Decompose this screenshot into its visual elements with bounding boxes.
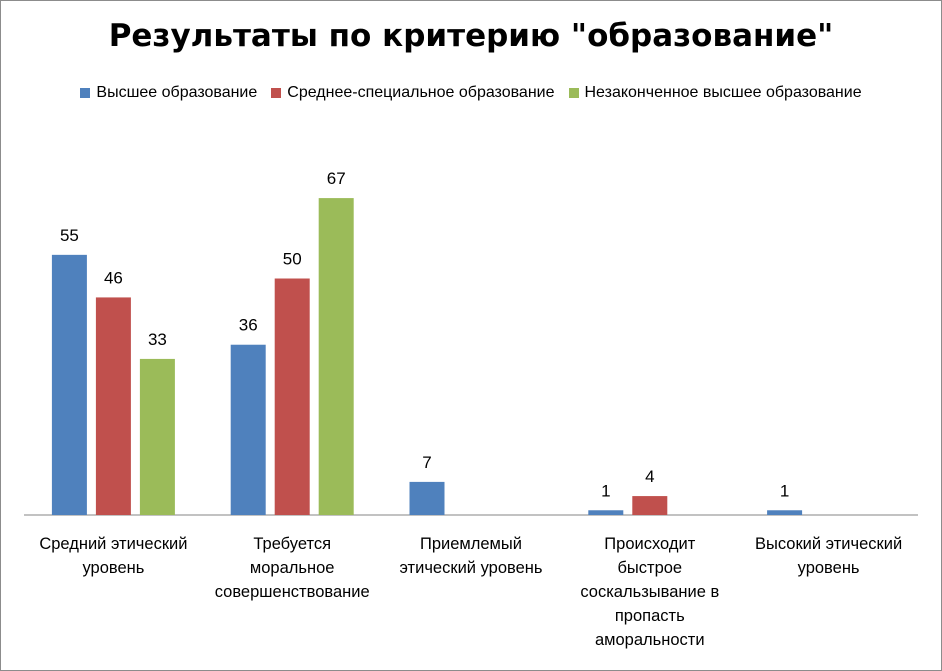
legend-item-2: Среднее-специальное образование: [271, 84, 555, 102]
data-label: 55: [60, 226, 79, 245]
bar-series-3-cat-1: [139, 358, 175, 515]
data-label: 36: [239, 316, 258, 335]
data-label: 67: [327, 169, 346, 188]
legend-item-1: Высшее образование: [80, 84, 257, 102]
chart-legend: Высшее образование Среднее-специальное об…: [0, 84, 942, 102]
category-label-line: уровень: [797, 559, 860, 577]
category-label-line: Происходит: [604, 535, 696, 553]
data-label: 7: [422, 453, 431, 472]
category-label-2: Требуется моральное совершенствование: [203, 532, 382, 604]
category-label-line: пропасть: [614, 607, 685, 625]
category-label-line: Средний этический: [39, 535, 188, 553]
chart-title: Результаты по критерию "образование": [108, 18, 834, 54]
legend-swatch: [80, 88, 91, 98]
data-label: 1: [780, 481, 789, 500]
category-label-5: Высокий этический уровень: [739, 532, 918, 580]
data-label: 33: [148, 330, 167, 349]
category-label-1: Средний этический уровень: [24, 532, 203, 580]
data-label: 46: [104, 268, 123, 287]
bar-series-3-cat-2: [318, 198, 354, 515]
bar-series-1-cat-2: [230, 344, 266, 515]
legend-label: Незаконченное высшее образование: [584, 84, 862, 101]
category-label-line: аморальности: [594, 631, 705, 649]
category-label-line: совершенствование: [214, 583, 370, 601]
data-label: 4: [645, 467, 654, 486]
bar-series-2-cat-2: [274, 278, 310, 515]
bar-series-1-cat-5: [767, 510, 803, 515]
category-label-line: моральное: [249, 559, 335, 577]
legend-label: Среднее-специальное образование: [287, 84, 555, 101]
bar-series-1-cat-3: [409, 481, 445, 515]
bar-series-1-cat-4: [588, 510, 624, 515]
category-label-line: уровень: [82, 559, 145, 577]
bar-series-2-cat-1: [95, 297, 131, 515]
category-label-line: быстрое: [617, 559, 683, 577]
category-label-4: Происходит быстрое соскальзывание в пропаст…: [560, 532, 739, 652]
legend-item-3: Незаконченное высшее образование: [568, 84, 862, 102]
legend-swatch: [271, 88, 282, 98]
bar-series-2-cat-4: [632, 496, 668, 515]
category-label-line: Приемлемый: [419, 535, 522, 553]
legend-label: Высшее образование: [96, 84, 258, 101]
category-label-line: Высокий этический: [754, 535, 903, 553]
legend-swatch: [568, 88, 579, 98]
category-label-line: Требуется: [253, 535, 332, 553]
data-label: 1: [601, 481, 610, 500]
category-label-3: Приемлемый этический уровень: [382, 532, 561, 580]
category-label-line: этический уровень: [399, 559, 543, 577]
data-label: 50: [283, 250, 302, 269]
category-label-line: соскальзывание в: [580, 583, 720, 601]
bar-series-1-cat-1: [51, 254, 87, 515]
